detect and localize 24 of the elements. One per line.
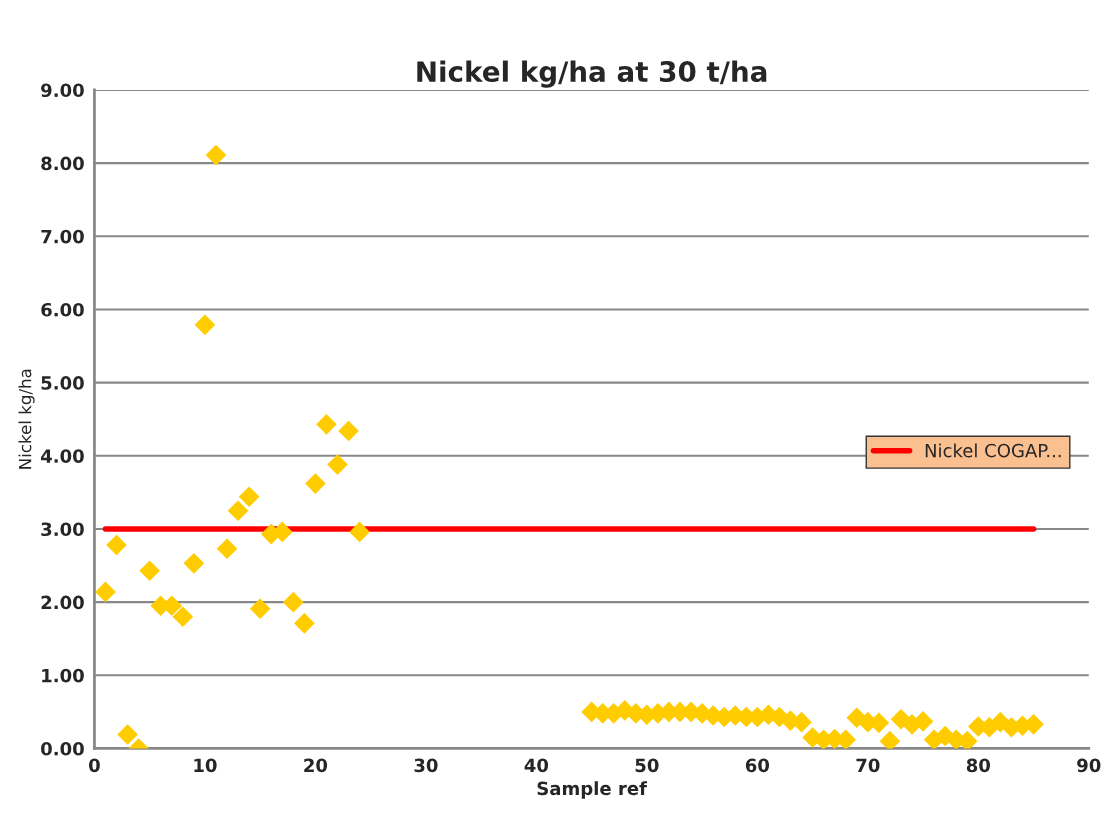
x-tick-label: 70 [856,758,880,773]
x-tick-label: 30 [414,758,438,773]
y-axis-title: Nickel kg/ha [18,369,35,469]
y-tick-label: 5.00 [41,376,84,390]
x-tick-label: 60 [745,758,770,773]
x-tick-label: 40 [524,758,549,773]
x-tick-label: 0 [89,758,100,773]
y-tick-label: 0.00 [41,741,84,756]
y-tick-label: 1.00 [42,668,84,683]
y-tick-label: 8.00 [41,156,84,171]
y-tick-label: 2.00 [41,595,84,610]
y-tick-label: 6.00 [41,302,84,317]
x-tick-label: 20 [304,758,328,773]
x-axis-title: Sample ref [537,781,648,799]
y-tick-label: 3.00 [41,522,84,537]
chart-title: Nickel kg/ha at 30 t/ha [417,60,767,88]
x-tick-label: 90 [1077,758,1101,773]
y-tick-label: 7.00 [41,229,84,244]
y-tick-label: 4.00 [40,449,84,463]
x-tick-label: 10 [194,758,217,773]
legend-label: Nickel COGAP... [925,443,1061,458]
x-tick-label: 50 [635,758,659,773]
y-tick-label: 9.00 [41,83,84,98]
x-tick-label: 80 [966,758,990,773]
